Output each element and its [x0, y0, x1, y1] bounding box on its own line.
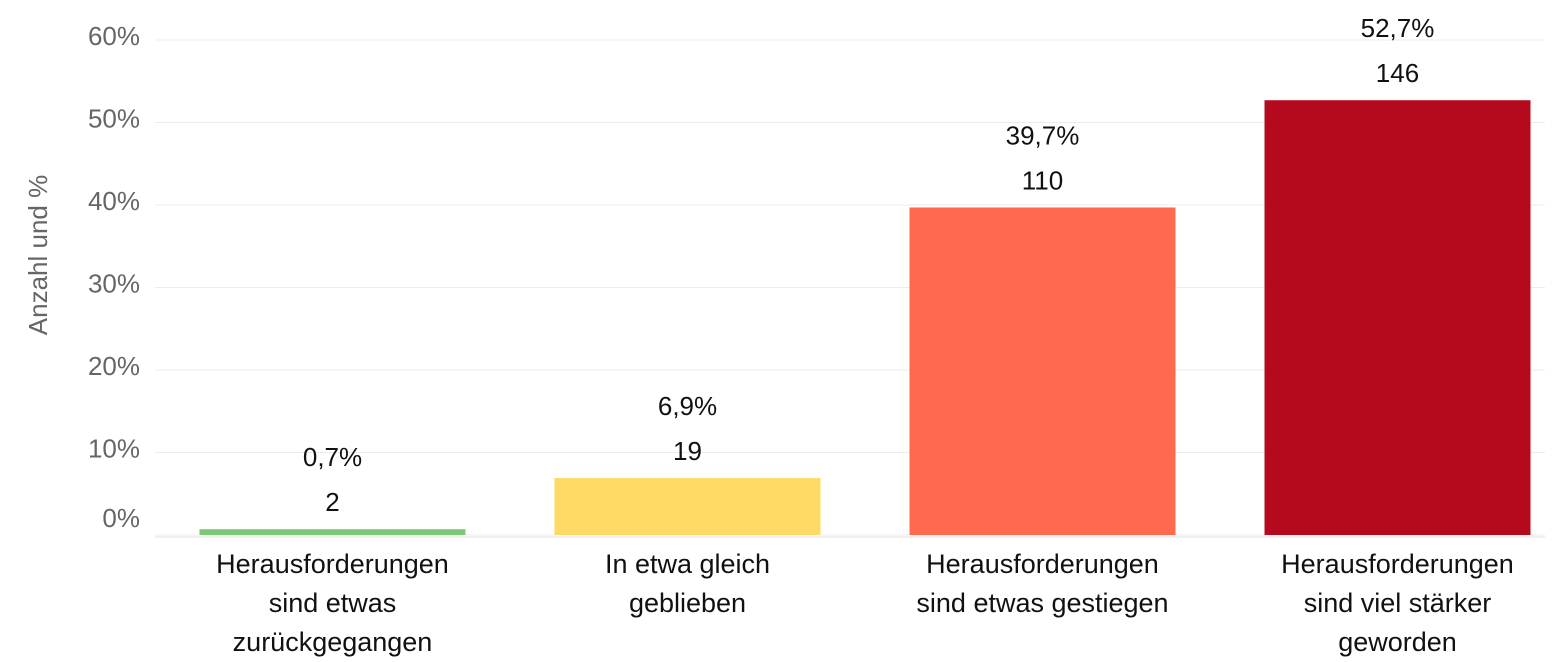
y-tick-label: 30% — [88, 268, 140, 298]
x-tick-label: Herausforderungen — [216, 549, 449, 579]
y-tick-label: 0% — [102, 503, 140, 533]
y-tick-label: 50% — [88, 103, 140, 133]
value-label: 6,9% — [658, 391, 717, 421]
y-tick-label: 60% — [88, 21, 140, 51]
y-tick-label: 20% — [88, 351, 140, 381]
x-tick-label: Herausforderungen — [926, 549, 1159, 579]
x-tick-label: sind viel stärker — [1304, 588, 1492, 618]
x-tick-label: zurückgegangen — [233, 627, 433, 657]
x-tick-label: sind etwas gestiegen — [916, 588, 1168, 618]
count-label: 110 — [1022, 165, 1063, 195]
count-label: 2 — [325, 487, 339, 517]
bar — [1264, 100, 1531, 535]
count-label: 146 — [1376, 58, 1419, 88]
y-tick-label: 40% — [88, 186, 140, 216]
x-tick-label: geworden — [1338, 627, 1457, 657]
y-tick-label: 10% — [88, 433, 140, 463]
x-tick-label: In etwa gleich — [605, 549, 770, 579]
bar — [199, 529, 466, 535]
bar — [554, 478, 821, 535]
x-tick-label: sind etwas — [269, 588, 397, 618]
value-label: 52,7% — [1361, 13, 1435, 43]
count-label: 19 — [673, 436, 702, 466]
x-tick-label: Herausforderungen — [1281, 549, 1514, 579]
bar — [909, 207, 1176, 535]
value-label: 0,7% — [303, 442, 362, 472]
x-tick-label: geblieben — [629, 588, 746, 618]
y-axis-title: Anzahl und % — [23, 175, 53, 335]
value-label: 39,7% — [1006, 120, 1080, 150]
